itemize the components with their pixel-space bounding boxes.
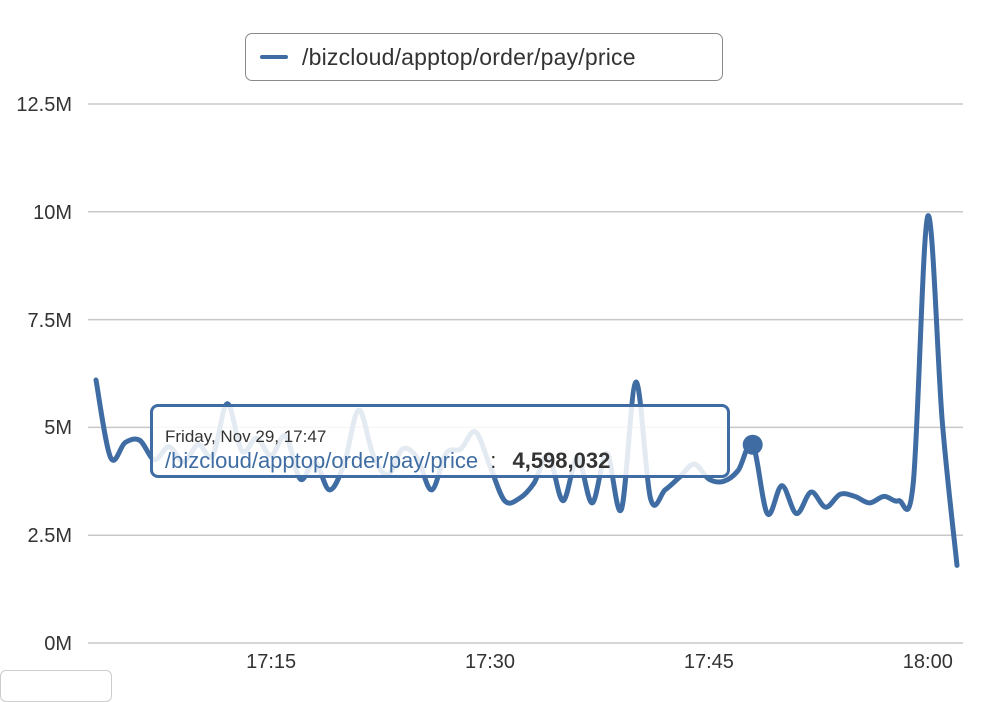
legend[interactable]: /bizcloud/apptop/order/pay/price	[245, 33, 723, 81]
tooltip-separator: :	[490, 448, 497, 473]
y-tick-label: 2.5M	[27, 525, 72, 548]
x-tick-label: 18:00	[902, 651, 953, 673]
hover-marker-group	[742, 434, 763, 455]
y-tick-label: 7.5M	[27, 309, 72, 332]
series-group	[93, 213, 960, 568]
y-tick-label: 5M	[44, 417, 72, 440]
series-line[interactable]	[93, 213, 960, 568]
y-tick-label: 10M	[33, 201, 72, 224]
tooltip-date: Friday, Nov 29, 17:47	[165, 427, 327, 446]
tooltip-row: /bizcloud/apptop/order/pay/price : 4,598…	[165, 447, 727, 475]
y-tick-label: 12.5M	[16, 94, 72, 116]
legend-label[interactable]: /bizcloud/apptop/order/pay/price	[302, 43, 636, 70]
tooltip-value: 4,598,032	[512, 448, 611, 473]
x-tick-label: 17:30	[464, 651, 516, 673]
grid-lines	[88, 103, 963, 644]
x-tick-label: 17:15	[246, 651, 297, 673]
range-selector-box[interactable]	[0, 670, 112, 702]
legend-swatch	[260, 55, 288, 59]
hover-point-marker[interactable]	[742, 434, 763, 455]
x-tick-label: 17:45	[683, 651, 734, 673]
y-tick-label: 0M	[44, 633, 72, 655]
tooltip: Friday, Nov 29, 17:47 /bizcloud/apptop/o…	[150, 404, 730, 478]
tooltip-series-name: /bizcloud/apptop/order/pay/price	[165, 448, 479, 473]
